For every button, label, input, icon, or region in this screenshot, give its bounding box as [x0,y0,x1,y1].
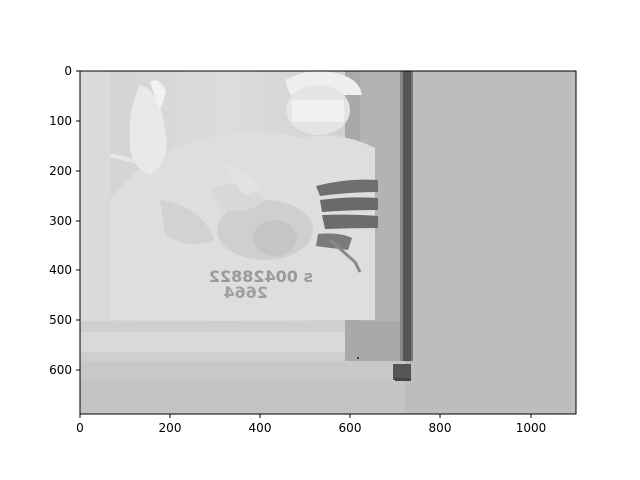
instrument-line [329,238,362,273]
plot-area: s 00428822 2664 [80,71,576,414]
y-tick-label: 500 [49,313,72,327]
stamp-text-line-2: 2664 [223,283,268,302]
y-tick-label: 0 [64,64,72,78]
y-tick-label: 300 [49,214,72,228]
x-tick-label: 200 [159,421,182,435]
hands-icon [316,179,378,250]
x-axis: 0 200 400 600 800 1000 [76,414,546,435]
y-tick-label: 100 [49,114,72,128]
mirrored-stamp: s 00428822 2664 [209,267,313,302]
x-tick-label: 0 [76,421,84,435]
y-tick-label: 200 [49,164,72,178]
y-tick-label: 400 [49,263,72,277]
x-tick-label: 800 [429,421,452,435]
y-tick-label: 600 [49,363,72,377]
x-tick-label: 400 [249,421,272,435]
axes-frame [79,70,577,415]
x-tick-label: 600 [339,421,362,435]
vertical-band [403,71,411,361]
stamp-text-line-1: s 00428822 [209,267,313,286]
newborn-icon [160,165,313,260]
x-tick-label: 1000 [516,421,547,435]
y-axis: 0 100 200 300 400 500 600 [49,64,80,377]
